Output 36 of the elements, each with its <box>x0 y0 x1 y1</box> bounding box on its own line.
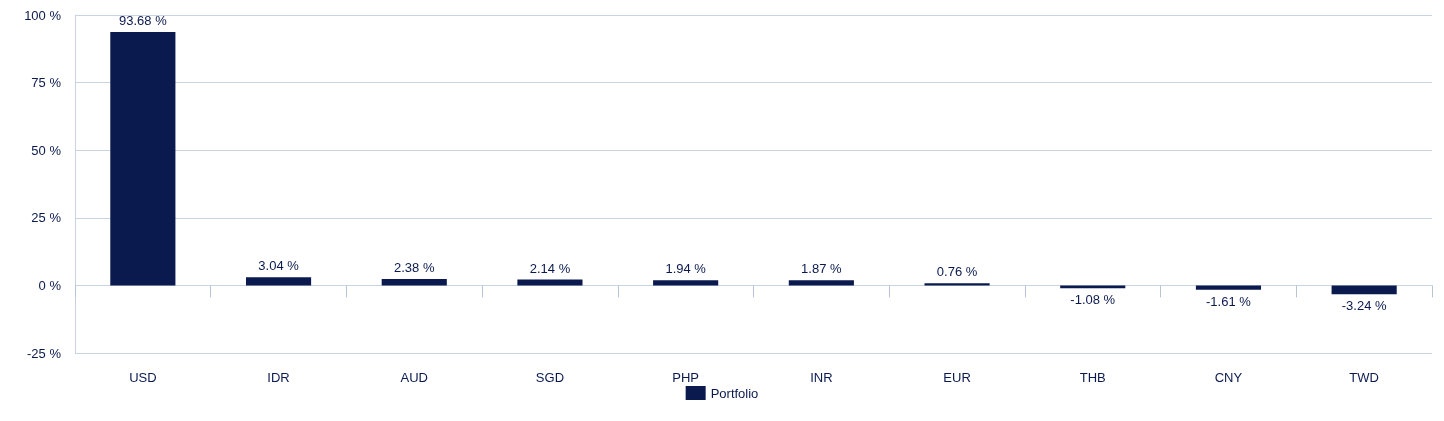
bar <box>1331 285 1397 295</box>
data-label: -1.61 % <box>1206 293 1252 309</box>
bar <box>1195 285 1262 290</box>
y-tick-label: 50 % <box>31 142 62 158</box>
bar <box>381 278 447 286</box>
x-tick-label: THB <box>1079 370 1106 385</box>
y-tick-label: 75 % <box>31 75 62 91</box>
data-label: 0.76 % <box>936 264 978 280</box>
y-tick-label: 0 % <box>38 277 62 293</box>
x-tick-label: EUR <box>943 370 971 385</box>
y-tick-label: 25 % <box>31 210 62 226</box>
data-label: -3.24 % <box>1341 298 1387 314</box>
data-label: 2.38 % <box>394 259 435 275</box>
data-label: 93.68 % <box>119 13 168 29</box>
data-label: 1.87 % <box>801 261 843 277</box>
x-tick-label: CNY <box>1214 370 1243 385</box>
legend-label: Portfolio <box>710 385 759 401</box>
x-tick-label: SGD <box>535 370 565 385</box>
x-tick-label: PHP <box>672 370 700 385</box>
x-tick-label: USD <box>129 370 157 385</box>
x-tick-label: INR <box>810 370 833 385</box>
x-tick-label: TWD <box>1349 370 1379 385</box>
data-label: 2.14 % <box>529 260 571 276</box>
x-tick-label: IDR <box>267 370 290 385</box>
x-tick-label: AUD <box>400 370 428 385</box>
bar <box>924 283 990 286</box>
bar <box>1060 285 1126 289</box>
data-label: 3.04 % <box>258 258 300 274</box>
bar <box>653 280 719 286</box>
bar <box>788 280 854 286</box>
y-tick-label: 100 % <box>24 7 62 23</box>
y-tick-label: -25 % <box>27 345 62 361</box>
bar <box>110 32 176 286</box>
data-label: 1.94 % <box>665 261 707 277</box>
bar <box>245 277 312 286</box>
data-label: -1.08 % <box>1070 292 1116 308</box>
